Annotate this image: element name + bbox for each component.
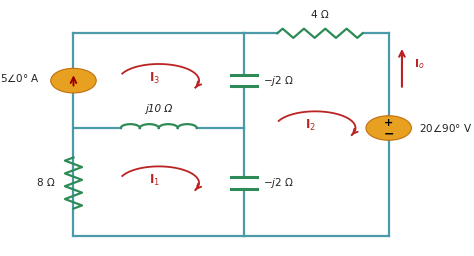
Text: 4 Ω: 4 Ω [311, 10, 329, 20]
Text: 8 Ω: 8 Ω [37, 178, 55, 188]
Circle shape [51, 68, 96, 93]
Text: +: + [384, 118, 393, 129]
Text: j10 Ω: j10 Ω [145, 104, 173, 114]
Text: $-j2\ \Omega$: $-j2\ \Omega$ [263, 74, 294, 88]
Circle shape [366, 116, 411, 140]
Text: $\mathbf{I}_1$: $\mathbf{I}_1$ [148, 173, 160, 188]
Text: 5$\angle$0° A: 5$\angle$0° A [0, 72, 40, 84]
Text: −: − [383, 127, 394, 140]
Text: 20$\angle$90° V: 20$\angle$90° V [419, 122, 473, 134]
Text: $\mathbf{I}_2$: $\mathbf{I}_2$ [305, 118, 316, 133]
Text: $\mathbf{I}_3$: $\mathbf{I}_3$ [148, 71, 160, 86]
Text: $-j2\ \Omega$: $-j2\ \Omega$ [263, 176, 294, 190]
Text: $\mathbf{I}_o$: $\mathbf{I}_o$ [414, 57, 424, 71]
